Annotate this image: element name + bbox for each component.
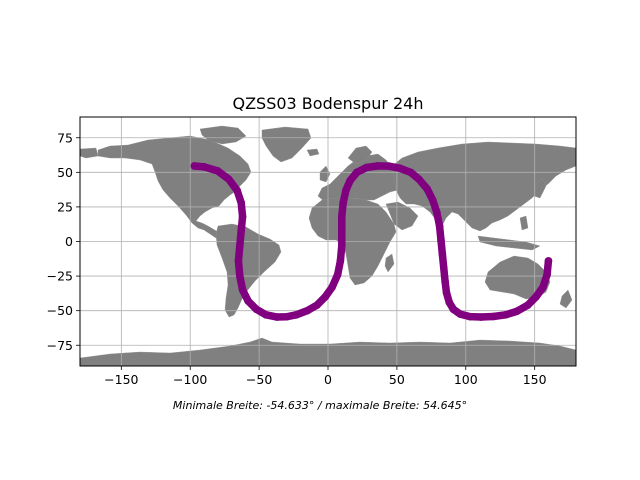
ground-track-point: [441, 277, 449, 286]
ground-track-point: [233, 186, 241, 195]
landmass-arctic-islands: [199, 125, 247, 145]
ground-track-point: [303, 306, 312, 315]
y-tick-label: −50: [47, 303, 73, 318]
ground-track-point: [238, 286, 247, 294]
landmass-madagascar: [384, 253, 395, 273]
y-tick-label: −25: [47, 269, 73, 284]
ground-track-point: [292, 311, 301, 319]
ground-track-point: [544, 257, 553, 265]
ground-track-point: [244, 297, 252, 305]
ground-track: [190, 162, 553, 321]
y-tick-label: 75: [57, 130, 73, 145]
ground-track-point: [477, 313, 485, 321]
ground-track-point: [342, 186, 350, 195]
ground-track-point: [423, 185, 432, 193]
ground-track-point: [337, 241, 346, 250]
ground-track-point: [543, 270, 551, 279]
ground-track-point: [373, 162, 382, 170]
ground-track-point: [362, 163, 371, 172]
x-tick-label: −100: [173, 372, 207, 387]
ground-track-point: [262, 311, 270, 319]
ground-track-point: [190, 162, 199, 170]
ground-track-point: [328, 283, 336, 291]
ground-track-point: [428, 196, 437, 204]
x-tick-label: 50: [389, 372, 405, 387]
ground-track-point: [437, 236, 445, 244]
ground-track-point: [313, 301, 321, 309]
ground-track-point: [433, 208, 441, 217]
landmass-philippines: [519, 215, 529, 231]
x-tick-label: 150: [523, 372, 547, 387]
x-axis: −150 −100 −50 0 50 100 150: [104, 366, 547, 387]
ground-track-point: [237, 226, 245, 235]
ground-track-point: [238, 212, 247, 221]
landmass-arabia: [385, 201, 419, 231]
ground-track-point: [512, 307, 521, 316]
x-tick-label: −50: [246, 372, 272, 387]
ground-track-point: [442, 288, 451, 297]
ground-track-point: [466, 312, 474, 321]
ground-track-point: [337, 212, 346, 221]
landmass-indonesia: [477, 235, 541, 251]
ground-track-point: [539, 283, 547, 291]
ground-track-point: [337, 226, 346, 235]
ground-track-point: [236, 272, 244, 280]
y-tick-label: 0: [65, 234, 73, 249]
ground-track-point: [384, 162, 393, 170]
y-axis: −75 −50 −25 0 25 50 75: [47, 130, 80, 353]
ground-track-point: [523, 301, 532, 309]
landmass-alaska-west: [80, 147, 99, 159]
ground-track-point: [445, 298, 454, 307]
chart-caption: Minimale Breite: -54.633° / maximale Bre…: [173, 399, 467, 412]
chart-title: QZSS03 Bodenspur 24h: [232, 94, 423, 113]
ground-track-point: [353, 168, 361, 177]
ground-track-point: [489, 312, 498, 321]
landmass-south-america: [215, 223, 282, 318]
ground-track-point: [395, 164, 404, 172]
ground-track-point: [236, 241, 244, 250]
ground-track-point: [438, 250, 447, 258]
ground-track-point: [273, 313, 281, 321]
ground-track-point: [252, 305, 261, 314]
ground-track-point: [346, 176, 354, 185]
y-tick-label: 25: [57, 199, 73, 214]
landmass-iceland: [306, 148, 320, 157]
ground-track-point: [532, 293, 540, 301]
landmass-australia: [484, 255, 551, 300]
ground-track-point: [339, 198, 347, 207]
ground-track-point: [501, 311, 510, 319]
ground-track-point: [234, 257, 243, 265]
ground-track-point: [225, 175, 233, 184]
ground-track-point: [333, 270, 342, 279]
landmass-north-america: [97, 135, 252, 239]
landmass-new-zealand: [559, 289, 573, 309]
ground-track-point: [449, 305, 458, 314]
ground-track-point: [336, 257, 345, 265]
landmass-greenland: [261, 126, 312, 163]
ground-track-point: [456, 310, 465, 318]
ground-track-point: [415, 175, 423, 184]
x-tick-label: 100: [454, 372, 478, 387]
grid-lines: [80, 117, 576, 366]
y-tick-label: 50: [57, 165, 73, 180]
ground-track-point: [406, 168, 415, 177]
x-tick-label: 0: [324, 372, 332, 387]
landmass-scandinavia: [347, 145, 373, 165]
ground-track-point: [213, 167, 222, 175]
ground-track-point: [321, 293, 330, 301]
x-tick-label: −150: [104, 372, 138, 387]
ground-track-point: [282, 312, 291, 321]
ground-track-point: [439, 263, 448, 272]
ground-track-point: [237, 198, 245, 207]
y-tick-label: −75: [47, 338, 73, 353]
ground-track-point: [435, 222, 444, 231]
ground-track-point: [200, 163, 208, 171]
